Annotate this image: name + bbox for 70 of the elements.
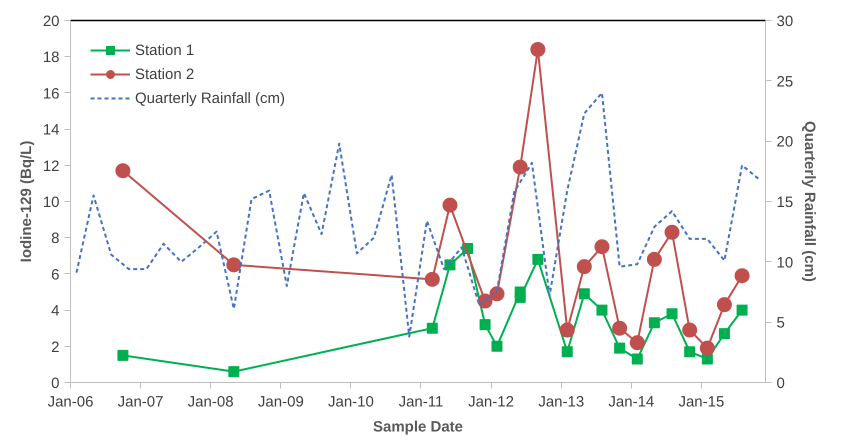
y2-tick-label: 25 (776, 73, 794, 90)
point (614, 342, 626, 354)
x-tick-label: Jan-10 (328, 394, 374, 410)
point (718, 328, 730, 340)
y-tick-label: 4 (51, 302, 60, 320)
legend-label: Station 2 (135, 66, 194, 82)
legend-label: Quarterly Rainfall (cm) (135, 90, 286, 106)
point (442, 198, 458, 213)
x-tick-label: Jan-08 (188, 394, 234, 410)
point (682, 322, 698, 338)
y-tick-label: 0 (51, 375, 60, 392)
point (491, 340, 502, 352)
y2-tick-label: 5 (776, 314, 785, 332)
x-tick-label: Jan-12 (468, 394, 514, 410)
point (426, 322, 438, 334)
point (716, 297, 732, 312)
point (594, 239, 610, 254)
point (576, 259, 592, 274)
point (578, 288, 590, 300)
y-tick-label: 2 (51, 338, 60, 356)
point (612, 320, 628, 336)
y2-tick-label: 15 (776, 194, 794, 211)
point (444, 259, 456, 270)
y-tick-label: 8 (51, 230, 60, 248)
point (648, 317, 660, 328)
point (630, 335, 645, 350)
legend-label: Station 1 (135, 42, 194, 58)
y-tick-label: 16 (42, 85, 60, 102)
y-axis-title: Iodine-129 (Bq/L) (18, 140, 35, 262)
y2-tick-label: 30 (776, 13, 794, 30)
point (530, 42, 546, 57)
line-series (75, 92, 761, 338)
x-axis-title: Sample Date (372, 418, 464, 436)
x-tick-label: Jan-11 (398, 394, 444, 410)
point (532, 254, 544, 265)
x-tick-label: Jan-13 (538, 394, 584, 410)
point (226, 257, 242, 272)
point (684, 346, 696, 358)
y-tick-label: 12 (42, 158, 60, 175)
point (664, 224, 680, 240)
x-tick-label: Jan-07 (118, 394, 164, 410)
point (424, 272, 440, 287)
point (480, 319, 491, 330)
x-tick-label: Jan-06 (48, 394, 94, 410)
point (736, 304, 748, 316)
point (646, 252, 662, 267)
y-tick-label: 10 (42, 194, 60, 211)
y2-tick-label: 20 (776, 134, 794, 151)
point (560, 322, 575, 338)
point (700, 340, 715, 356)
point (514, 292, 526, 303)
y-tick-label: 20 (42, 13, 60, 30)
point (228, 366, 240, 378)
point (596, 304, 608, 316)
x-tick-label: Jan-14 (608, 394, 654, 410)
x-tick-label: Jan-15 (678, 394, 724, 410)
y2-tick-label: 10 (776, 254, 794, 272)
point (562, 346, 573, 358)
point (117, 350, 128, 361)
x-tick-label: Jan-09 (258, 394, 304, 410)
point (632, 353, 643, 364)
y2-tick-label: 0 (776, 375, 785, 392)
point (734, 268, 750, 284)
y-tick-label: 18 (42, 49, 60, 66)
point (512, 160, 528, 175)
point (115, 163, 130, 178)
y-tick-label: 14 (42, 122, 60, 139)
y2-axis-title: Quarterly Rainfall (cm) (801, 121, 818, 282)
point (666, 308, 678, 320)
y-tick-label: 6 (51, 266, 60, 284)
